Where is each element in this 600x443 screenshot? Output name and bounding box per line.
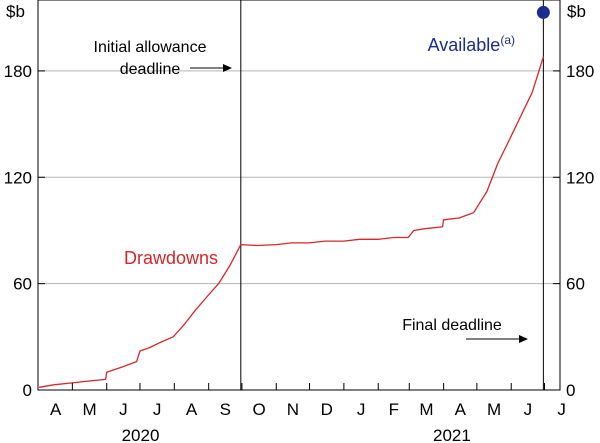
y-tick-label-right: 60 xyxy=(566,275,585,294)
x-tick-label: N xyxy=(287,400,299,419)
series-line-drawdowns xyxy=(38,56,545,388)
x-tick-label: A xyxy=(50,400,62,419)
x-tick-label: A xyxy=(455,400,467,419)
y-tick-label-left: 60 xyxy=(13,275,32,294)
data-point-available xyxy=(536,5,550,19)
x-tick-label: J xyxy=(153,400,162,419)
x-tick-label: J xyxy=(557,400,566,419)
x-tick-label: S xyxy=(220,400,231,419)
x-tick-label: O xyxy=(252,400,265,419)
initial-deadline-label-line2: deadline xyxy=(120,61,181,78)
y-unit-left: $b xyxy=(6,2,25,21)
x-year-label: 2021 xyxy=(433,426,471,443)
deadline-lines xyxy=(240,0,544,390)
x-tick-label: M xyxy=(419,400,433,419)
x-year-label: 2020 xyxy=(122,426,160,443)
y-tick-label-left: 180 xyxy=(4,62,32,81)
final-deadline-label: Final deadline xyxy=(402,317,502,334)
x-tick-label: J xyxy=(119,400,128,419)
series-label-drawdowns: Drawdowns xyxy=(124,248,218,268)
available-label-text: Available xyxy=(428,35,501,55)
y-axis-labels: 0 0 60 60 120 120 180 180 xyxy=(4,62,595,400)
initial-deadline-label-line1: Initial allowance xyxy=(94,39,207,56)
available-label-superscript: (a) xyxy=(500,33,515,47)
x-tick-label: M xyxy=(487,400,501,419)
x-tick-label: D xyxy=(321,400,333,419)
y-unit-right: $b xyxy=(567,2,586,21)
y-tick-label-left: 0 xyxy=(23,381,32,400)
initial-deadline-arrowhead xyxy=(223,64,232,72)
series-label-available: Available(a) xyxy=(428,33,515,55)
plot-frame xyxy=(37,0,561,391)
y-tick-label-left: 120 xyxy=(4,168,32,187)
x-tick-label: J xyxy=(357,400,366,419)
final-deadline-arrowhead xyxy=(519,335,528,343)
series-layer xyxy=(38,5,550,388)
x-tick-label: A xyxy=(186,400,198,419)
x-tick-label: F xyxy=(389,400,399,419)
x-tick-label: J xyxy=(524,400,533,419)
y-tick-label-right: 120 xyxy=(566,168,594,187)
x-tick-label: M xyxy=(82,400,96,419)
y-axis-ticks xyxy=(38,70,560,391)
y-tick-label-right: 180 xyxy=(566,62,594,81)
annotations: Initial allowance deadline Final deadlin… xyxy=(94,33,528,343)
x-axis-ticks xyxy=(71,383,561,390)
y-tick-label-right: 0 xyxy=(566,381,575,400)
x-axis-labels: A M J J A S O N D J F M A M J J 2020 2021 xyxy=(50,400,566,443)
gridlines xyxy=(38,70,560,285)
